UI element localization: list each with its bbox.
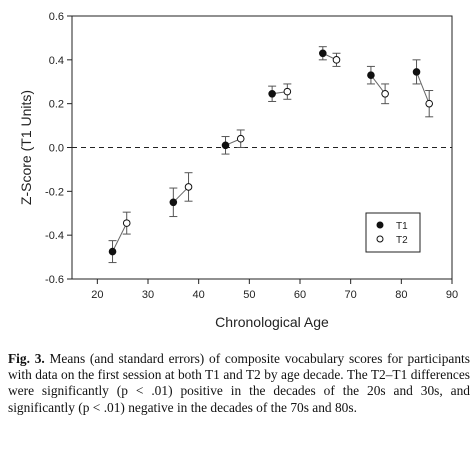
data-point-t2 — [425, 99, 434, 108]
data-point-t2 — [236, 134, 245, 143]
x-axis-label: Chronological Age — [215, 314, 329, 330]
data-point-t2 — [381, 90, 389, 98]
data-point-t1 — [169, 198, 178, 207]
x-tick-label: 30 — [142, 289, 154, 301]
data-point-t1 — [268, 90, 276, 98]
legend-marker-t1 — [376, 221, 384, 229]
data-point-t1 — [412, 68, 421, 76]
data-point-t2 — [184, 183, 193, 191]
y-tick-label: 0.4 — [49, 55, 64, 67]
data-point-t1 — [319, 49, 327, 58]
x-tick-label: 20 — [91, 289, 103, 301]
x-tick-label: 80 — [395, 289, 407, 301]
data-point-t1 — [221, 141, 230, 150]
figure-caption: Fig. 3. Means (and standard errors) of c… — [8, 351, 470, 416]
y-tick-label: -0.2 — [45, 186, 64, 198]
y-tick-label: 0.2 — [49, 99, 64, 111]
connector-line — [370, 74, 386, 95]
x-tick-label: 50 — [243, 289, 255, 301]
x-tick-label: 90 — [446, 289, 458, 301]
legend-marker-t2 — [376, 235, 384, 243]
data-point-t2 — [332, 56, 341, 64]
data-point-t1 — [367, 71, 375, 79]
legend-box — [365, 212, 421, 253]
y-tick-label: -0.4 — [45, 230, 64, 242]
x-tick-label: 70 — [345, 289, 357, 301]
legend-label-t1: T1 — [396, 221, 408, 232]
legend-label-t2: T2 — [396, 235, 408, 246]
x-tick-label: 40 — [193, 289, 205, 301]
data-point-t2 — [283, 87, 292, 96]
connector-line — [112, 222, 128, 252]
y-tick-label: 0.6 — [49, 11, 64, 23]
data-point-t1 — [108, 247, 117, 256]
x-tick-label: 60 — [294, 289, 306, 301]
connector-line — [416, 71, 430, 104]
y-axis-label: Z-Score (T1 Units) — [18, 90, 34, 205]
y-tick-label: -0.6 — [45, 274, 64, 286]
caption-text: Means (and standard errors) of composite… — [8, 351, 470, 415]
data-point-t2 — [122, 219, 131, 227]
chart: -0.6 -0.4 -0.2 0.0 0.2 0.4 0.6 20 30 40 50 60 70 80 90… — [18, 11, 458, 330]
caption-label: Fig. 3. — [8, 351, 45, 366]
y-tick-label: 0.0 — [49, 143, 64, 155]
